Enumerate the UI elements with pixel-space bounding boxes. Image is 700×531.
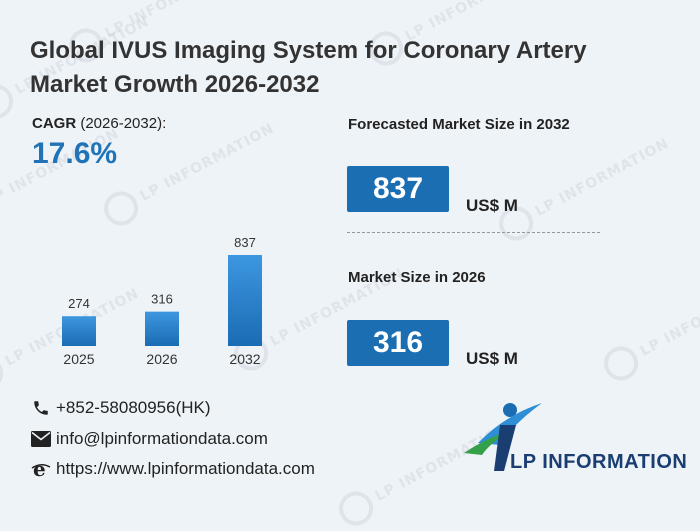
browser-icon: e (30, 459, 52, 479)
forecast-title: Forecasted Market Size in 2032 (348, 116, 570, 133)
current-title: Market Size in 2026 (348, 269, 486, 286)
bar-value-label: 837 (234, 235, 256, 250)
x-tick-label: 2032 (229, 351, 260, 367)
contact-website: e https://www.lpinformationdata.com (30, 459, 315, 479)
bar-value-label: 316 (151, 292, 173, 307)
contact-phone: +852-58080956(HK) (30, 398, 211, 418)
lp-information-logo (464, 403, 542, 471)
phone-text: +852-58080956(HK) (56, 398, 211, 417)
website-text[interactable]: https://www.lpinformationdata.com (56, 459, 315, 478)
forecast-value-box: 837 (347, 166, 449, 212)
x-tick-label: 2025 (63, 351, 94, 367)
divider (347, 232, 600, 233)
bar-2026 (145, 311, 179, 346)
bar-2032 (228, 255, 262, 346)
svg-text:e: e (33, 459, 46, 479)
cagr-value: 17.6% (32, 137, 118, 170)
cagr-label-text: CAGR (32, 115, 77, 132)
phone-icon (30, 398, 52, 418)
bar-value-label: 274 (68, 296, 90, 311)
forecast-unit: US$ M (466, 196, 518, 215)
logo-text: LP INFORMATION (510, 451, 688, 473)
x-tick-label: 2026 (146, 351, 177, 367)
cagr-period: (2026-2032): (80, 115, 167, 132)
current-value-box: 316 (347, 320, 449, 366)
cagr-label: CAGR (2026-2032): (32, 115, 166, 132)
email-text[interactable]: info@lpinformationdata.com (56, 429, 268, 448)
current-unit: US$ M (466, 349, 518, 368)
bar-2025 (62, 316, 96, 346)
contact-email: info@lpinformationdata.com (30, 429, 268, 449)
market-bar-chart: 274 2025 316 2026 837 2032 (62, 235, 262, 367)
mail-icon (30, 429, 52, 449)
page-title: Global IVUS Imaging System for Coronary … (30, 37, 587, 98)
